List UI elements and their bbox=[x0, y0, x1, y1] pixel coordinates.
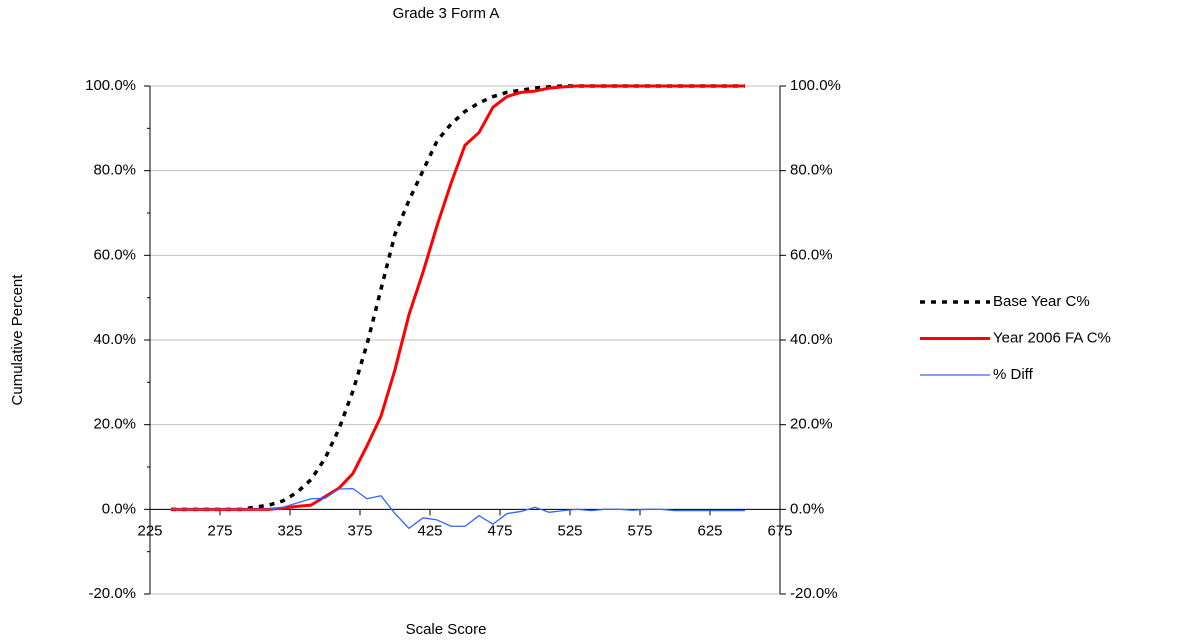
y2-tick-label: 40.0% bbox=[790, 331, 833, 348]
legend-label: Year 2006 FA C% bbox=[993, 329, 1111, 346]
y-tick-label: 100.0% bbox=[85, 77, 136, 94]
x-tick-label: 625 bbox=[697, 522, 722, 539]
legend-label: % Diff bbox=[993, 366, 1034, 383]
chart-title: Grade 3 Form A bbox=[393, 5, 500, 22]
y-tick-label: 20.0% bbox=[93, 416, 136, 433]
x-tick-label: 575 bbox=[627, 522, 652, 539]
y2-tick-label: -20.0% bbox=[790, 585, 838, 602]
line-series bbox=[171, 84, 745, 512]
legend-label: Base Year C% bbox=[993, 293, 1090, 310]
y2-tick-label: 60.0% bbox=[790, 246, 833, 263]
y-tick-label: 40.0% bbox=[93, 331, 136, 348]
y-tick-label: 0.0% bbox=[102, 500, 136, 517]
x-tick-label: 225 bbox=[137, 522, 162, 539]
x-tick-label: 275 bbox=[207, 522, 232, 539]
x-tick-label: 675 bbox=[767, 522, 792, 539]
line-series bbox=[171, 84, 745, 511]
x-tick-label: 425 bbox=[417, 522, 442, 539]
y-axis-label: Cumulative Percent bbox=[9, 274, 26, 406]
y2-tick-label: 80.0% bbox=[790, 162, 833, 179]
x-axis-label: Scale Score bbox=[406, 621, 487, 638]
x-tick-label: 475 bbox=[487, 522, 512, 539]
y-tick-label: 60.0% bbox=[93, 246, 136, 263]
x-tick-label: 325 bbox=[277, 522, 302, 539]
y-tick-label: -20.0% bbox=[88, 585, 136, 602]
y2-tick-label: 100.0% bbox=[790, 77, 841, 94]
y2-tick-label: 20.0% bbox=[790, 416, 833, 433]
x-tick-label: 375 bbox=[347, 522, 372, 539]
y2-tick-label: 0.0% bbox=[790, 500, 824, 517]
x-tick-label: 525 bbox=[557, 522, 582, 539]
y-tick-label: 80.0% bbox=[93, 162, 136, 179]
line-series bbox=[171, 487, 745, 530]
